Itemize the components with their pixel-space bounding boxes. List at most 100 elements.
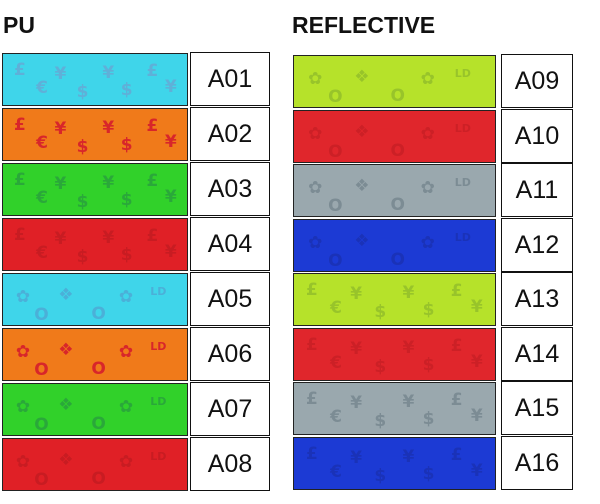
pattern-symbol: £ bbox=[14, 225, 26, 246]
color-swatch: ✿ O ❖ O ✿ LD bbox=[2, 438, 188, 491]
pattern-symbol: O bbox=[390, 194, 405, 215]
pattern-symbol: O bbox=[91, 303, 106, 324]
pattern-symbol: ✿ bbox=[15, 342, 31, 363]
pattern-symbol: £ bbox=[450, 281, 463, 302]
pattern-symbol: ❖ bbox=[58, 395, 74, 416]
pattern-symbol: € bbox=[36, 243, 48, 264]
pattern-symbol: £ bbox=[146, 171, 159, 192]
pattern-symbol: LD bbox=[454, 176, 471, 190]
pattern-symbol: ❖ bbox=[58, 450, 74, 471]
pattern-symbol: ¥ bbox=[164, 242, 177, 263]
pattern-symbol: $ bbox=[422, 354, 435, 375]
pattern-symbol: ✿ bbox=[420, 124, 435, 145]
pattern-symbol: O bbox=[328, 141, 343, 162]
pattern-symbol: £ bbox=[306, 389, 318, 410]
swatch-code-a09: A09 bbox=[501, 54, 573, 108]
pattern-symbol: ✿ bbox=[420, 178, 435, 199]
swatch-code-a11: A11 bbox=[501, 163, 573, 217]
pattern-symbol: $ bbox=[422, 463, 435, 484]
pattern-symbol: € bbox=[36, 133, 48, 154]
pattern-symbol: LD bbox=[454, 231, 471, 245]
color-swatch: £ € ¥ $ ¥ $ £ ¥ bbox=[293, 273, 496, 326]
pattern-symbol: ✿ bbox=[118, 287, 134, 308]
pattern-symbol: € bbox=[330, 353, 343, 374]
color-swatch: £ € ¥ $ ¥ $ £ ¥ bbox=[2, 163, 188, 216]
swatch-code-a03: A03 bbox=[190, 162, 270, 216]
pattern-symbol: ¥ bbox=[470, 352, 483, 373]
pattern-symbol: O bbox=[328, 250, 343, 271]
pattern-symbol: £ bbox=[450, 336, 463, 357]
pattern-symbol: $ bbox=[76, 81, 89, 102]
pattern-symbol: ¥ bbox=[164, 132, 177, 153]
pattern-symbol: ✿ bbox=[15, 452, 31, 473]
pattern-symbol: £ bbox=[146, 226, 159, 247]
pattern-symbol: ¥ bbox=[102, 63, 115, 84]
pattern-symbol: £ bbox=[146, 116, 159, 137]
pattern-symbol: ¥ bbox=[402, 392, 415, 413]
swatch-code-a06: A06 bbox=[190, 327, 270, 381]
pattern-symbol: ¥ bbox=[54, 119, 67, 140]
pattern-symbol: O bbox=[390, 85, 405, 106]
color-swatch: £ € ¥ $ ¥ $ £ ¥ bbox=[293, 328, 496, 381]
pattern-symbol: ❖ bbox=[58, 340, 74, 361]
pattern-symbol: O bbox=[91, 468, 106, 489]
color-swatch: ✿ O ❖ O ✿ LD bbox=[2, 383, 188, 436]
swatch-code-a02: A02 bbox=[190, 107, 270, 161]
swatch-code-a15: A15 bbox=[501, 381, 573, 435]
pattern-symbol: ✿ bbox=[118, 452, 134, 473]
color-swatch: ✿ O ❖ O ✿ LD bbox=[293, 219, 496, 272]
pattern-symbol: O bbox=[34, 359, 49, 380]
pattern-symbol: £ bbox=[14, 170, 26, 191]
pattern-symbol: $ bbox=[422, 408, 435, 429]
pattern-symbol: ✿ bbox=[308, 69, 323, 90]
pattern-symbol: ¥ bbox=[470, 297, 483, 318]
section-title-pu: PU bbox=[3, 12, 35, 38]
pattern-symbol: ¥ bbox=[402, 447, 415, 468]
pattern-symbol: LD bbox=[150, 285, 167, 299]
swatch-code-a05: A05 bbox=[190, 272, 270, 326]
pattern-symbol: $ bbox=[120, 244, 133, 265]
color-swatch: ✿ O ❖ O ✿ LD bbox=[2, 273, 188, 326]
pattern-symbol: ¥ bbox=[102, 118, 115, 139]
pattern-symbol: ¥ bbox=[350, 393, 363, 414]
pattern-symbol: $ bbox=[120, 189, 133, 210]
pattern-symbol: ¥ bbox=[350, 339, 363, 360]
pattern-symbol: O bbox=[34, 469, 49, 490]
pattern-symbol: £ bbox=[146, 61, 159, 82]
section-title-reflective: REFLECTIVE bbox=[292, 12, 436, 38]
pattern-symbol: $ bbox=[374, 356, 387, 377]
pattern-symbol: O bbox=[91, 358, 106, 379]
pattern-symbol: £ bbox=[306, 335, 318, 356]
pattern-symbol: O bbox=[328, 195, 343, 216]
pattern-symbol: £ bbox=[450, 390, 463, 411]
pattern-symbol: £ bbox=[14, 115, 26, 136]
color-swatch: ✿ O ❖ O ✿ LD bbox=[293, 164, 496, 217]
swatch-code-a08: A08 bbox=[190, 437, 270, 491]
pattern-symbol: ✿ bbox=[118, 397, 134, 418]
pattern-symbol: LD bbox=[454, 122, 471, 136]
pattern-symbol: £ bbox=[306, 280, 318, 301]
pattern-symbol: O bbox=[390, 249, 405, 270]
swatch-code-a04: A04 bbox=[190, 217, 270, 271]
color-swatch: £ € ¥ $ ¥ $ £ ¥ bbox=[2, 108, 188, 161]
pattern-symbol: ¥ bbox=[402, 283, 415, 304]
pattern-symbol: $ bbox=[76, 246, 89, 267]
pattern-symbol: ✿ bbox=[15, 287, 31, 308]
color-swatch: ✿ O ❖ O ✿ LD bbox=[2, 328, 188, 381]
swatch-code-a12: A12 bbox=[501, 218, 573, 272]
color-swatch: £ € ¥ $ ¥ $ £ ¥ bbox=[293, 382, 496, 435]
pattern-symbol: $ bbox=[374, 465, 387, 486]
pattern-symbol: ¥ bbox=[102, 228, 115, 249]
pattern-symbol: ✿ bbox=[420, 69, 435, 90]
pattern-symbol: ¥ bbox=[54, 174, 67, 195]
pattern-symbol: O bbox=[328, 86, 343, 107]
color-swatch: ✿ O ❖ O ✿ LD bbox=[293, 55, 496, 108]
pattern-symbol: LD bbox=[150, 450, 167, 464]
pattern-symbol: £ bbox=[14, 60, 26, 81]
pattern-symbol: ¥ bbox=[350, 284, 363, 305]
pattern-symbol: ❖ bbox=[58, 285, 74, 306]
pattern-symbol: ✿ bbox=[308, 233, 323, 254]
pattern-symbol: ¥ bbox=[470, 406, 483, 427]
pattern-symbol: ✿ bbox=[118, 342, 134, 363]
pattern-symbol: LD bbox=[150, 395, 167, 409]
